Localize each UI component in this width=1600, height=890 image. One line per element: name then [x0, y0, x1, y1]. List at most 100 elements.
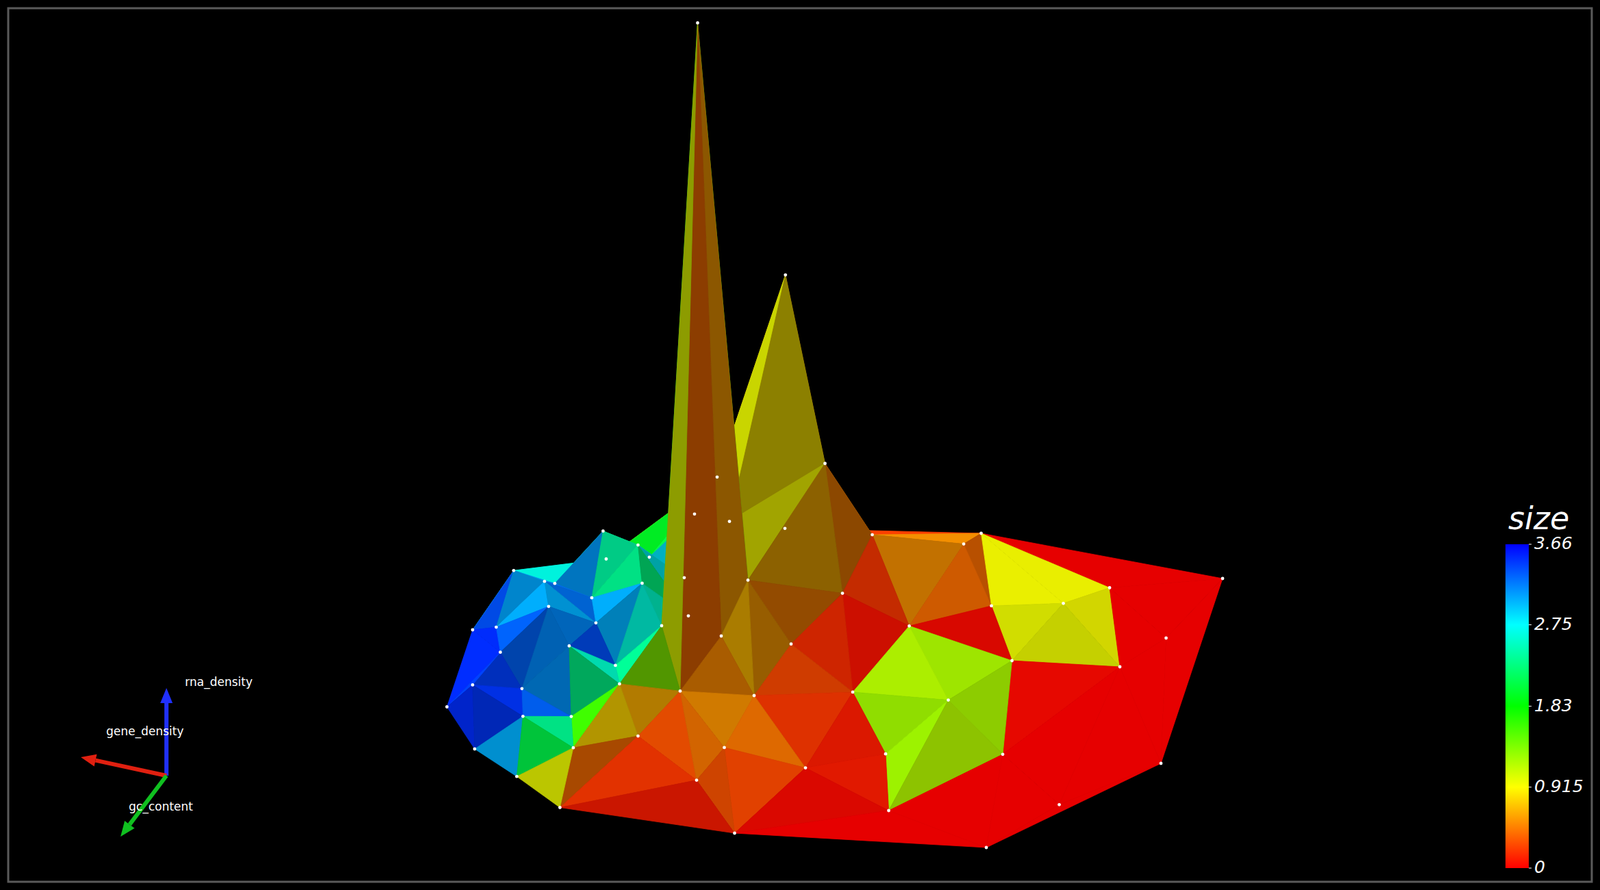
data-point [569, 715, 574, 719]
data-point [752, 694, 757, 698]
data-point [636, 734, 640, 739]
surface-triangle [472, 652, 522, 690]
colorbar-tick [1528, 786, 1532, 788]
colorbar-tick [1528, 624, 1532, 626]
axis-arrow-head [160, 688, 173, 704]
data-point [590, 596, 594, 600]
data-point [1010, 659, 1014, 664]
surface-triangle [521, 645, 572, 717]
data-point [693, 512, 697, 516]
data-point [783, 273, 787, 277]
data-point [962, 542, 966, 546]
surface-triangle [560, 780, 735, 834]
data-point [520, 686, 524, 691]
data-point [515, 775, 519, 779]
data-point [543, 580, 547, 584]
data-point [636, 543, 640, 548]
data-point [494, 626, 498, 630]
data-point [884, 752, 888, 757]
data-point [678, 689, 683, 694]
data-point [886, 809, 891, 814]
frame [8, 8, 1592, 883]
data-point [732, 832, 737, 836]
data-point [746, 578, 750, 583]
surface-triangle [1160, 578, 1223, 764]
colorbar-ramp [1505, 544, 1529, 869]
data-point [715, 475, 720, 479]
surface-triangle [661, 22, 698, 692]
surface-triangle [734, 810, 987, 848]
colorbar-tick [1528, 868, 1532, 870]
data-point [1001, 752, 1005, 757]
data-point [617, 682, 622, 687]
axis-arrow [95, 760, 167, 777]
colorbar-tick-label: 3.66 [1534, 533, 1573, 554]
data-point [604, 557, 609, 561]
colorbar-tick-label: 0.915 [1534, 776, 1584, 797]
data-point [989, 604, 994, 609]
data-point [804, 766, 808, 770]
surface-triangle [1012, 603, 1121, 668]
data-point [553, 582, 557, 586]
surface-triangle [754, 644, 853, 696]
data-point [473, 747, 477, 752]
data-point [601, 529, 605, 533]
data-point [471, 628, 475, 633]
surface-triangle [474, 716, 524, 777]
data-point [1118, 665, 1122, 670]
colorbar-title: size [1508, 500, 1570, 537]
data-point [512, 569, 516, 573]
data-point [1057, 803, 1061, 807]
colorbar: size00.9151.832.753.66 [1505, 500, 1584, 878]
chart: rna_density gene_density gc_content size 0 0.… [0, 0, 1600, 890]
axes-triad: rna_density gene_density gc_content [80, 675, 253, 837]
data-point [1164, 636, 1168, 641]
colorbar-tick [1528, 706, 1532, 707]
surface-triangle [852, 626, 949, 700]
surface [445, 21, 1224, 850]
data-point [823, 462, 827, 466]
surface-triangle [680, 636, 755, 696]
data-point [640, 582, 644, 586]
background [0, 0, 1600, 890]
data-point [594, 621, 598, 625]
surface-triangle [747, 463, 843, 594]
data-point [1061, 602, 1066, 606]
axis-arrow-head [120, 821, 135, 837]
data-point [445, 705, 449, 709]
surface-triangle [619, 626, 681, 692]
axis-label: rna_density [184, 675, 253, 690]
data-point [719, 634, 724, 639]
surface-triangle [517, 747, 574, 808]
surface-triangle [986, 763, 1161, 848]
data-point [1221, 577, 1225, 581]
data-point [558, 806, 562, 810]
colorbar-tick [1528, 544, 1532, 546]
axis-label: gc_content [128, 800, 194, 815]
data-point [471, 683, 475, 687]
data-point [728, 519, 732, 524]
data-point [498, 650, 503, 655]
data-point [660, 624, 664, 629]
data-point [686, 614, 691, 618]
data-point [907, 624, 911, 629]
data-point [722, 746, 727, 750]
surface-triangle [521, 689, 572, 718]
data-point [984, 846, 989, 850]
data-point [851, 691, 855, 695]
surface-triangle [981, 533, 1064, 607]
data-point [547, 604, 551, 609]
data-point [1159, 762, 1164, 766]
data-point [946, 698, 950, 703]
axis-label: gene_density [106, 724, 184, 740]
data-point [841, 591, 845, 596]
data-point [567, 644, 572, 648]
colorbar-tick-label: 0 [1534, 857, 1546, 878]
data-point [521, 715, 525, 719]
data-point [1108, 586, 1112, 590]
colorbar-tick-label: 2.75 [1534, 614, 1573, 635]
data-point [571, 746, 576, 750]
data-point [682, 576, 687, 580]
data-point [695, 21, 700, 25]
data-point [613, 664, 618, 668]
